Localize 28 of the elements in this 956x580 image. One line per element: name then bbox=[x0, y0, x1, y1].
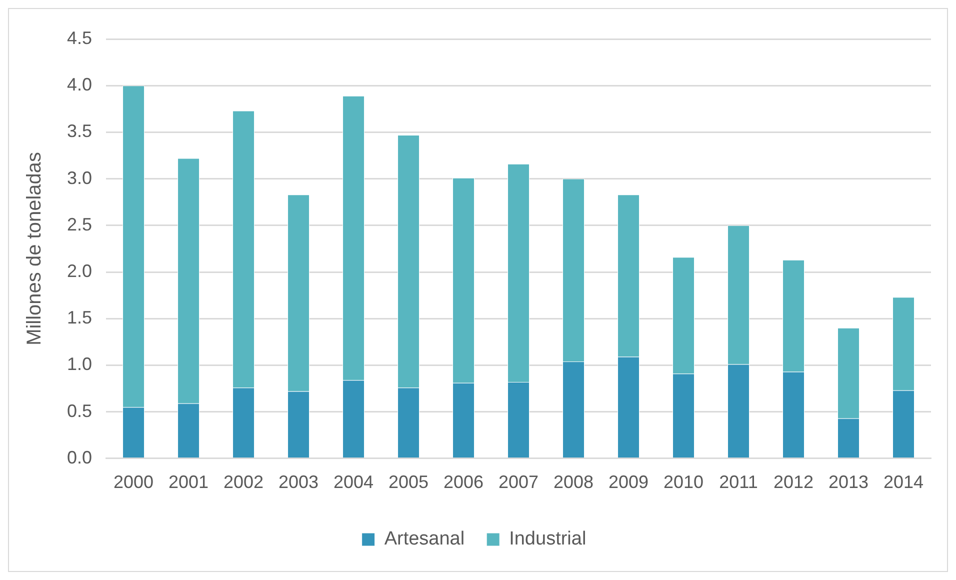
x-tick-label: 2010 bbox=[663, 472, 704, 492]
x-tick-label: 2013 bbox=[828, 472, 869, 492]
x-tick-label: 2001 bbox=[168, 472, 209, 492]
y-tick-label: 3.0 bbox=[66, 168, 92, 188]
x-tick-label: 2008 bbox=[553, 472, 594, 492]
x-tick-label: 2000 bbox=[114, 472, 154, 492]
y-tick-label: 3.5 bbox=[66, 121, 92, 142]
x-tick-label: 2011 bbox=[719, 472, 758, 492]
y-tick-label: 4.5 bbox=[66, 28, 92, 48]
x-tick-label: 2006 bbox=[443, 472, 484, 492]
x-tick-label: 2009 bbox=[608, 472, 649, 492]
y-axis-title: Millones de toneladas bbox=[24, 152, 46, 346]
x-tick-label: 2004 bbox=[333, 472, 374, 492]
y-tick-label: 0.0 bbox=[66, 447, 92, 468]
y-tick-label: 4.0 bbox=[66, 74, 92, 95]
legend-label: Industrial bbox=[509, 528, 586, 550]
y-tick-label: 1.0 bbox=[66, 354, 92, 374]
y-tick-label: 2.0 bbox=[66, 260, 92, 281]
x-tick-label: 2012 bbox=[773, 472, 814, 492]
x-tick-label: 2005 bbox=[388, 472, 429, 492]
legend-label: Artesanal bbox=[384, 528, 465, 550]
y-tick-label: 0.5 bbox=[66, 400, 92, 421]
x-tick-label: 2007 bbox=[498, 472, 539, 492]
x-tick-label: 2002 bbox=[223, 472, 264, 492]
x-tick-label: 2003 bbox=[278, 472, 319, 492]
x-tick-label: 2014 bbox=[883, 472, 924, 492]
y-tick-label: 1.5 bbox=[66, 308, 92, 328]
y-tick-label: 2.5 bbox=[66, 214, 92, 234]
